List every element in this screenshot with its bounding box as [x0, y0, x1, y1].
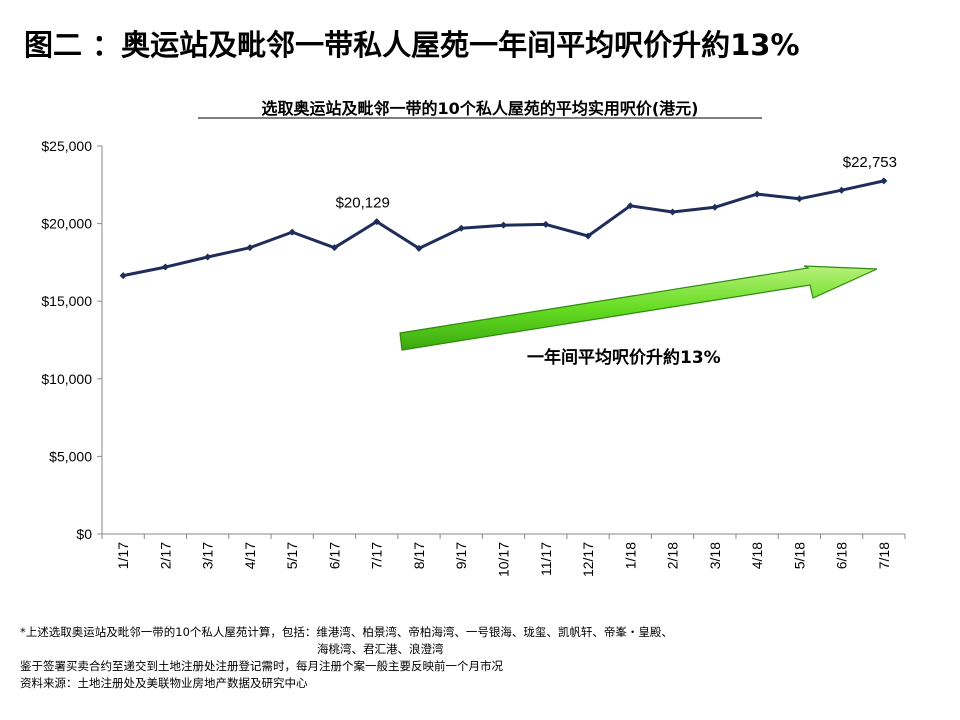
data-point: [415, 244, 423, 252]
x-tick-label: 2/17: [157, 542, 173, 569]
data-point: [204, 253, 212, 261]
x-tick-label: 1/18: [622, 542, 638, 569]
data-point: [246, 244, 254, 252]
x-tick-label: 11/17: [538, 542, 554, 576]
axes: $0 $5,000 $10,000 $15,000 $20,000 $25,000 1/17…: [41, 138, 906, 577]
x-tick-label: 3/17: [200, 542, 216, 569]
data-point: [330, 244, 338, 252]
trend-arrow: [399, 265, 878, 351]
x-tick-label: 7/18: [876, 542, 892, 569]
y-tick-label: $5,000: [49, 448, 92, 464]
data-point: [119, 272, 127, 280]
x-tick-label: 8/17: [411, 542, 427, 569]
x-tick-label: 3/18: [707, 542, 723, 569]
data-point: [457, 224, 465, 232]
data-point: [838, 186, 846, 194]
x-tick-label: 5/17: [284, 542, 300, 569]
footnote-line: *上述选取奥运站及毗邻一带的10个私人屋苑计算，包括：维港湾、柏景湾、帝柏海湾、…: [20, 625, 673, 639]
y-tick-label: $20,000: [41, 216, 92, 232]
data-point: [584, 232, 592, 240]
footnote-line: 鉴于签署买卖合约至递交到土地注册处注册登记需时，每月注册个案一般主要反映前一个月…: [20, 659, 503, 673]
data-label: $22,753: [843, 154, 897, 171]
page-title: 图二 ：奥运站及毗邻一带私人屋苑一年间平均呎价升約13%: [24, 28, 800, 62]
trend-annotation: 一年间平均呎价升約13%: [527, 347, 721, 368]
y-tick-label: $15,000: [41, 293, 92, 309]
data-point: [500, 221, 507, 229]
x-tick-label: 5/18: [791, 542, 807, 569]
x-tick-label: 6/18: [834, 542, 850, 569]
footnotes: *上述选取奥运站及毗邻一带的10个私人屋苑计算，包括：维港湾、柏景湾、帝柏海湾、…: [20, 624, 673, 692]
data-point: [626, 202, 634, 210]
chart-subtitle: 选取奥运站及毗邻一带的10个私人屋苑的平均实用呎价(港元): [262, 99, 699, 118]
data-point: [753, 190, 761, 198]
y-tick-label: $25,000: [41, 138, 92, 154]
data-point: [795, 195, 803, 203]
footnote-line: 海桃湾、君汇港、浪澄湾: [317, 642, 444, 656]
y-tick-label: $10,000: [41, 371, 92, 387]
x-tick-label: 7/17: [369, 542, 385, 569]
data-point: [880, 177, 888, 185]
data-point: [373, 218, 381, 226]
data-point: [669, 208, 677, 216]
x-tick-label: 1/17: [115, 542, 131, 569]
x-tick-label: 12/17: [580, 542, 596, 577]
x-tick-label: 2/18: [665, 542, 681, 569]
x-tick-label: 10/17: [496, 542, 512, 577]
data-point: [288, 228, 296, 236]
x-tick-label: 4/18: [749, 542, 765, 569]
line-chart: 选取奥运站及毗邻一带的10个私人屋苑的平均实用呎价(港元) $0 $5,000 $1…: [41, 99, 906, 577]
x-tick-label: 9/17: [453, 542, 469, 569]
plot-area: $20,129 $22,753: [119, 154, 897, 280]
data-point: [542, 220, 550, 228]
data-point: [161, 263, 169, 271]
footnote-line: 资料来源：土地注册处及美联物业房地产数据及研究中心: [20, 676, 308, 690]
x-tick-label: 6/17: [326, 542, 342, 569]
y-tick-label: $0: [76, 526, 92, 542]
data-point: [711, 203, 719, 211]
x-tick-label: 4/17: [242, 542, 258, 569]
data-label: $20,129: [336, 195, 390, 212]
